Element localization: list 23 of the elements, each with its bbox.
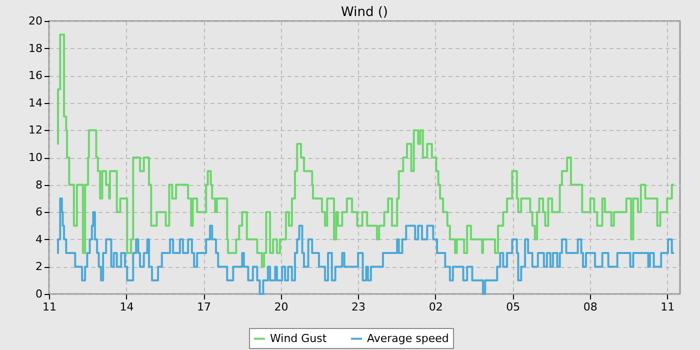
legend-label: Wind Gust (270, 332, 328, 345)
y-tick-label: 6 (36, 206, 42, 219)
x-tick-label: 23 (352, 300, 366, 314)
y-tick-label: 2 (36, 260, 42, 274)
x-tick-label: 05 (506, 300, 520, 314)
y-tick-label: 18 (28, 42, 42, 55)
y-tick-label: 10 (28, 151, 42, 164)
x-tick-label: 08 (583, 300, 598, 314)
legend-label: Average speed (367, 332, 449, 345)
y-tick-label: 8 (36, 178, 42, 192)
x-tick-label: 11 (660, 300, 675, 314)
y-tick-label: 14 (28, 96, 42, 110)
x-tick-label: 11 (42, 300, 56, 314)
y-tick-label: 0 (36, 288, 42, 300)
x-tick-label: 17 (197, 300, 212, 314)
x-tick-label: 02 (428, 300, 443, 314)
y-tick-label: 4 (36, 232, 42, 246)
y-tick-label: 12 (28, 124, 42, 137)
x-tick-label: 20 (274, 300, 288, 314)
chart-title: Wind () (341, 5, 388, 20)
y-tick-label: 16 (28, 69, 42, 82)
y-tick-label: 20 (28, 14, 42, 28)
x-tick-label: 14 (120, 300, 134, 314)
